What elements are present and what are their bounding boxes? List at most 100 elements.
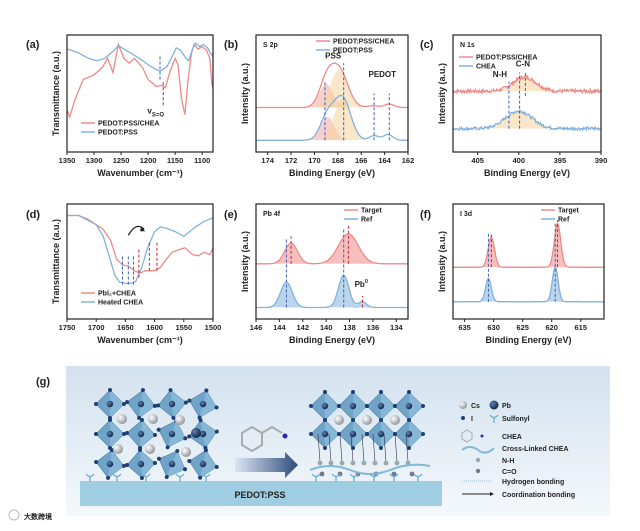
i-atom (108, 388, 112, 392)
i-atom (157, 456, 162, 461)
octahedron-face (140, 420, 155, 448)
x-tick-label: 395 (554, 156, 567, 165)
sulfonyl-group-icon (141, 473, 151, 482)
sulfonyl-group-icon (489, 414, 499, 423)
sulfonyl-group-icon (369, 473, 379, 482)
i-atom (94, 432, 98, 436)
octahedron-face (200, 420, 217, 448)
shift-arrowhead-icon (140, 226, 146, 232)
legend-label: Coordination bonding (502, 492, 575, 499)
i-atom (407, 390, 411, 394)
peak-fill-red (318, 233, 379, 264)
cs-atom (145, 444, 155, 454)
pbi6-octahedron (156, 388, 188, 420)
y-axis-label: Intensity (a.u.) (240, 231, 250, 292)
cs-atom (148, 414, 158, 424)
i-atom (125, 462, 130, 467)
legend-label: I (471, 416, 473, 423)
i-atom (204, 388, 209, 393)
coordination-bond (394, 433, 398, 463)
x-tick-label: 146 (250, 323, 263, 332)
legend-label: Ref (361, 217, 373, 224)
legend-label: CHEA (476, 64, 496, 71)
c-o-group (319, 471, 325, 477)
pbi6-octahedron (125, 388, 157, 420)
x-axis-label: Binding Energy (eV) (289, 168, 375, 178)
x-tick-label: 144 (273, 323, 286, 332)
pb-atom (137, 430, 145, 438)
i-atom (122, 432, 126, 436)
i-atom (152, 403, 157, 408)
i-atom (109, 448, 114, 453)
spectrum-region-label: N 1s (460, 42, 475, 49)
x-tick-label: 615 (575, 323, 588, 332)
x-tick-label: 635 (458, 323, 471, 332)
i-atom (152, 461, 157, 466)
annotation-label: PSS (325, 51, 342, 60)
i-atom (198, 418, 203, 423)
n-h-group (317, 460, 323, 466)
legend-label: C=O (502, 469, 517, 476)
i-atom (122, 402, 126, 406)
sulfonyl-group-icon (331, 473, 341, 482)
pb-atom (349, 402, 357, 410)
legend-label: PEDOT:PSS/CHEA (333, 39, 394, 46)
cs-atom (334, 415, 344, 425)
chart-d: (d) 1750 1700 1650 1600 1550 1500 Wavenumber (c… (26, 203, 221, 345)
i-atom (164, 474, 169, 479)
octahedron-face (325, 392, 339, 420)
x-tick-label: 1300 (86, 156, 103, 165)
n-h-group (383, 460, 389, 466)
i-atom (187, 459, 192, 464)
pb-atom (106, 430, 114, 438)
pb-atom (321, 430, 329, 438)
sulfonyl-group-icon (112, 473, 122, 482)
panel-label: (a) (26, 39, 40, 51)
n-h-group (361, 460, 367, 466)
x-tick-label: 1600 (146, 323, 163, 332)
octahedron-face (110, 420, 124, 448)
octahedron-face (409, 392, 423, 420)
n-h-group (372, 460, 378, 466)
i-atom (214, 429, 219, 434)
series-line-red (67, 214, 213, 274)
legend-label: Heated CHEA (98, 300, 143, 307)
octahedron-face (170, 390, 186, 418)
spectrum-region-label: I 3d (460, 211, 472, 218)
cs-atom (113, 444, 123, 454)
chea-molecule-icon (461, 429, 473, 443)
x-tick-label: 138 (343, 323, 356, 332)
series-line-red (453, 74, 601, 95)
x-tick-label: 134 (390, 323, 403, 332)
i-atom (156, 427, 161, 432)
annotation-label: PEDOT (368, 70, 396, 79)
annotation-subscript: S=O (152, 112, 165, 118)
legend-label: Target (558, 208, 580, 215)
pbi6-octahedron (94, 418, 126, 450)
pb-atom (137, 460, 145, 468)
legend-label: CHEA (502, 434, 522, 441)
x-tick-label: 136 (367, 323, 380, 332)
i-atom (140, 388, 145, 393)
plot-area (67, 214, 213, 285)
sulfonyl-group-icon (85, 473, 95, 482)
panel-label: (b) (224, 39, 238, 51)
coordination-bond (405, 433, 409, 463)
chart-f: (f) 635 630 625 620 615 Binding Energy (eV) Int… (420, 203, 605, 345)
i-atom (323, 418, 327, 422)
y-axis-label: Transmittance (a.u.) (51, 51, 61, 136)
i-atom (365, 404, 369, 408)
annotation-label: C-N (516, 60, 530, 69)
series-line-blue (453, 266, 604, 303)
i-atom (175, 449, 180, 454)
x-tick-label: 405 (471, 156, 484, 165)
i-atom (106, 475, 111, 480)
pb-atom (349, 430, 357, 438)
spectrum-region-label: Pb 4f (263, 211, 281, 218)
i-atom (94, 460, 99, 465)
shift-arrow-icon (127, 225, 145, 236)
coordination-bond (372, 433, 376, 463)
pb-atom (377, 430, 385, 438)
chart-c: (c) N-H C-N 405 400 395 390 Binding Energy (eV)… (420, 34, 607, 178)
substrate-label: PEDOT:PSS (234, 490, 285, 500)
